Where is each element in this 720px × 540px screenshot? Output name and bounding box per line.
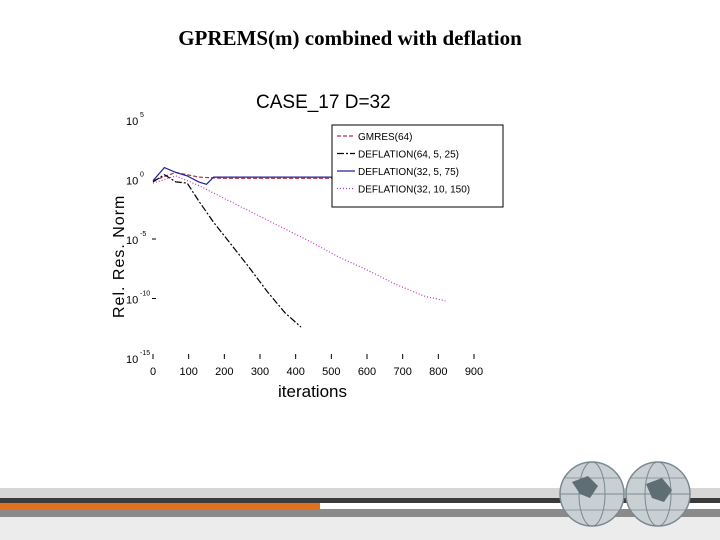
legend: GMRES(64) DEFLATION(64, 5, 25) DEFLATION(3…	[331, 124, 504, 208]
x-axis-label: iterations	[278, 382, 347, 401]
y-tick-label: 10	[126, 176, 138, 188]
y-tick-exponent: -10	[140, 291, 150, 298]
series-line	[152, 173, 302, 328]
x-tick-label: 300	[251, 366, 269, 378]
series-line	[152, 171, 359, 182]
y-tick-label: 10	[126, 295, 138, 307]
x-tick-label: 400	[286, 366, 304, 378]
slide-title: GPREMS(m) combined with deflation	[178, 26, 522, 50]
y-tick-label: 10	[126, 116, 138, 128]
x-tick-label: 800	[429, 366, 447, 378]
y-tick-exponent: -15	[140, 350, 150, 357]
x-tick-label: 700	[393, 366, 411, 378]
chart-title: CASE_17 D=32	[256, 92, 391, 113]
legend-entry: DEFLATION(64, 5, 25)	[358, 150, 459, 161]
y-axis-label: Rel. Res. Norm	[111, 195, 128, 318]
banner-orange-band	[0, 503, 320, 509]
x-tick-label: 0	[150, 366, 156, 378]
x-tick-label: 900	[465, 366, 483, 378]
legend-entry: DEFLATION(32, 10, 150)	[358, 185, 470, 196]
x-tick-label: 500	[322, 366, 340, 378]
bottom-banner	[0, 488, 720, 540]
y-tick-exponent: 0	[140, 172, 144, 179]
y-tick-label: 10	[126, 235, 138, 247]
banner-light-band	[0, 488, 720, 498]
banner-dark-band	[0, 498, 720, 503]
globe-icon	[625, 461, 691, 527]
legend-box	[331, 124, 504, 208]
x-tick-label: 100	[179, 366, 197, 378]
y-tick-exponent: -5	[140, 231, 146, 238]
banner-pale-band	[0, 517, 720, 540]
x-tick-labels: 0 100 200 300 400 500 600 700 800 900	[150, 354, 483, 378]
banner-gray-band	[0, 509, 720, 517]
y-tick-exponent: 5	[140, 112, 144, 119]
series-lines	[152, 166, 446, 328]
x-tick-label: 200	[215, 366, 233, 378]
y-tick-label: 10	[126, 354, 138, 366]
globe-icon	[559, 461, 625, 527]
legend-entry: GMRES(64)	[358, 132, 412, 143]
series-line	[152, 166, 336, 185]
x-tick-label: 600	[358, 366, 376, 378]
legend-entry: DEFLATION(32, 5, 75)	[358, 167, 459, 178]
